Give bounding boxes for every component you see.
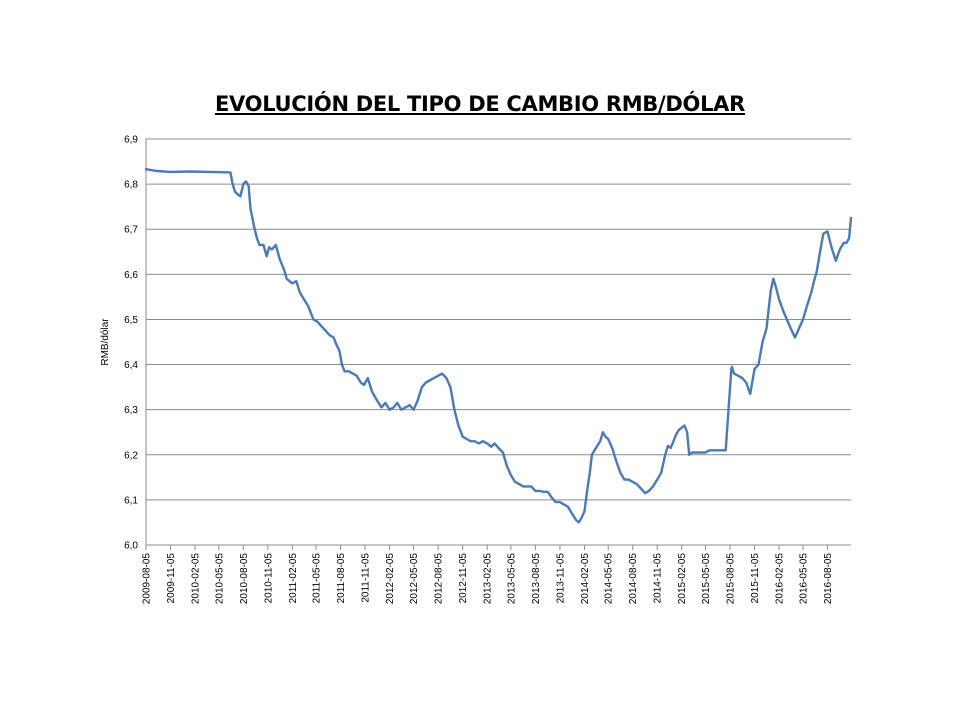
y-tick-label: 6,2 [124, 450, 138, 461]
x-tick-label: 2011-08-05 [336, 553, 347, 604]
x-tick-label: 2011-05-05 [312, 553, 323, 604]
x-tick-label: 2013-11-05 [555, 553, 566, 604]
x-tick-label: 2014-11-05 [653, 553, 664, 604]
x-tick-label: 2015-08-05 [725, 553, 736, 605]
y-tick-label: 6,3 [124, 405, 138, 416]
x-tick-label: 2011-02-05 [288, 553, 299, 604]
x-tick-label: 2010-11-05 [263, 553, 274, 604]
x-tick-label: 2009-08-05 [142, 553, 153, 605]
x-tick-label: 2012-11-05 [458, 553, 469, 604]
x-tick-label: 2013-05-05 [506, 553, 517, 605]
x-tick-label: 2014-05-05 [604, 553, 615, 605]
x-tick-label: 2010-02-05 [191, 553, 202, 605]
x-tick-label: 2013-02-05 [483, 553, 494, 605]
series-line [144, 167, 853, 524]
y-axis-ticks: 6,0 6,1 6,2 6,3 6,4 6,5 6,6 6,7 6,8 6,9 [124, 135, 138, 552]
x-tick-label: 2016-08-05 [823, 553, 834, 605]
x-tick-label: 2010-05-05 [214, 553, 225, 605]
y-tick-label: 6,5 [124, 315, 138, 326]
axes [145, 139, 851, 546]
x-tick-label: 2010-08-05 [239, 553, 250, 605]
x-tick-label: 2014-02-05 [580, 553, 591, 605]
x-tick-label: 2012-08-05 [434, 553, 445, 605]
y-tick-label: 6,4 [124, 360, 138, 371]
y-tick-label: 6,8 [124, 180, 138, 191]
x-tick-label: 2015-05-05 [701, 553, 712, 605]
y-tick-label: 6,7 [124, 225, 138, 236]
x-tick-label: 2014-08-05 [628, 553, 639, 605]
chart-title: EVOLUCIÓN DEL TIPO DE CAMBIO RMB/DÓLAR [215, 92, 745, 116]
x-tick-label: 2011-11-05 [361, 553, 372, 603]
y-tick-label: 6,0 [124, 541, 138, 552]
x-tick-label: 2009-11-05 [166, 553, 177, 604]
x-tick-label: 2012-05-05 [409, 553, 420, 605]
x-axis-ticks: 2009-08-05 2009-11-05 2010-02-05 2010-05-05… [142, 545, 834, 605]
x-tick-label: 2013-08-05 [531, 553, 542, 605]
x-tick-label: 2012-02-05 [385, 553, 396, 605]
x-tick-label: 2015-02-05 [677, 553, 688, 605]
y-axis-label: RMB/dólar [100, 318, 111, 366]
series-layer [144, 167, 853, 524]
y-tick-label: 6,1 [124, 495, 138, 506]
gridlines [146, 138, 851, 546]
x-tick-label: 2016-02-05 [775, 553, 786, 605]
y-tick-label: 6,9 [124, 135, 138, 146]
y-tick-label: 6,6 [124, 270, 138, 281]
x-tick-label: 2016-05-05 [799, 553, 810, 605]
x-tick-label: 2015-11-05 [750, 553, 761, 604]
